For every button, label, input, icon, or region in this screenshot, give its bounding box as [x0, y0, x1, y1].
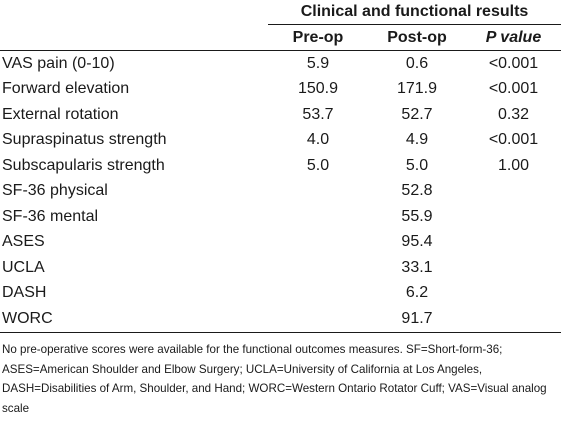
- p-value-word: value: [495, 28, 542, 46]
- row-label: ASES: [2, 233, 45, 251]
- p-value: [466, 255, 561, 281]
- pre-op-value: 5.0: [306, 156, 330, 174]
- table-row: ASES 95.4: [0, 230, 561, 256]
- pre-op-value: [268, 230, 368, 256]
- column-header-post-op: Post-op: [368, 24, 466, 51]
- column-header-p-value: P value: [466, 24, 561, 51]
- post-op-value: 55.9: [401, 207, 433, 225]
- table-body: VAS pain (0-10) 5.9 0.6 <0.001 Forward eleva…: [0, 51, 561, 333]
- pre-op-value: [268, 255, 368, 281]
- post-op-value: 0.6: [405, 54, 429, 72]
- p-value: <0.001: [488, 131, 539, 149]
- group-header-spacer: [0, 0, 268, 25]
- post-op-value: 6.2: [405, 284, 429, 302]
- p-value: [466, 179, 561, 205]
- table-row: SF-36 physical 52.8: [0, 179, 561, 205]
- table-row: UCLA 33.1: [0, 255, 561, 281]
- pre-op-value: [268, 179, 368, 205]
- table-footnote: No pre-operative scores were available f…: [2, 343, 547, 415]
- pre-op-value: 4.0: [306, 131, 330, 149]
- table-row: External rotation 53.7 52.7 0.32: [0, 102, 561, 128]
- post-op-value: 33.1: [401, 258, 433, 276]
- table-row: Subscapularis strength 5.0 5.0 1.00: [0, 153, 561, 179]
- p-value: [466, 306, 561, 333]
- row-label: WORC: [0, 306, 268, 333]
- row-label: DASH: [2, 284, 47, 302]
- row-label: Subscapularis strength: [2, 156, 165, 174]
- pre-op-value: 53.7: [302, 105, 334, 123]
- results-table: Clinical and functional results Pre-op P…: [0, 0, 561, 333]
- pre-op-value: 5.9: [306, 54, 330, 72]
- column-header-pre-op: Pre-op: [268, 24, 368, 51]
- post-op-value: 95.4: [401, 233, 433, 251]
- row-label: SF-36 physical: [2, 182, 108, 200]
- column-header-row: Pre-op Post-op P value: [0, 24, 561, 51]
- pre-op-value: [268, 281, 368, 307]
- group-header-title: Clinical and functional results: [268, 0, 561, 25]
- post-op-value: 4.9: [405, 131, 429, 149]
- table-row: SF-36 mental 55.9: [0, 204, 561, 230]
- p-value: [466, 281, 561, 307]
- post-op-value: 52.8: [401, 182, 433, 200]
- p-value: 0.32: [497, 105, 530, 123]
- post-op-value: 171.9: [396, 80, 438, 98]
- p-value: 1.00: [497, 156, 530, 174]
- pre-op-value: 150.9: [297, 80, 339, 98]
- post-op-value: 52.7: [401, 105, 433, 123]
- pre-op-value: [268, 306, 368, 333]
- group-header-row: Clinical and functional results: [0, 0, 561, 25]
- table-row: Supraspinatus strength 4.0 4.9 <0.001: [0, 128, 561, 154]
- pre-op-value: [268, 204, 368, 230]
- row-label: Supraspinatus strength: [2, 131, 167, 149]
- post-op-value: 91.7: [368, 306, 466, 333]
- column-header-label: [0, 24, 268, 51]
- p-value: <0.001: [488, 80, 539, 98]
- row-label: VAS pain (0-10): [2, 54, 115, 72]
- p-letter: P: [485, 28, 496, 46]
- table-row: VAS pain (0-10) 5.9 0.6 <0.001: [0, 51, 561, 77]
- table-row: Forward elevation 150.9 171.9 <0.001: [0, 77, 561, 103]
- row-label: UCLA: [2, 258, 45, 276]
- post-op-value: 5.0: [405, 156, 429, 174]
- table-row: WORC 91.7: [0, 306, 561, 333]
- row-label: Forward elevation: [2, 80, 130, 98]
- results-table-container: Clinical and functional results Pre-op P…: [0, 0, 561, 333]
- p-value: [466, 230, 561, 256]
- row-label: SF-36 mental: [2, 207, 99, 225]
- table-row: DASH 6.2: [0, 281, 561, 307]
- row-label: External rotation: [2, 105, 119, 123]
- p-value: <0.001: [488, 54, 539, 72]
- p-value: [466, 204, 561, 230]
